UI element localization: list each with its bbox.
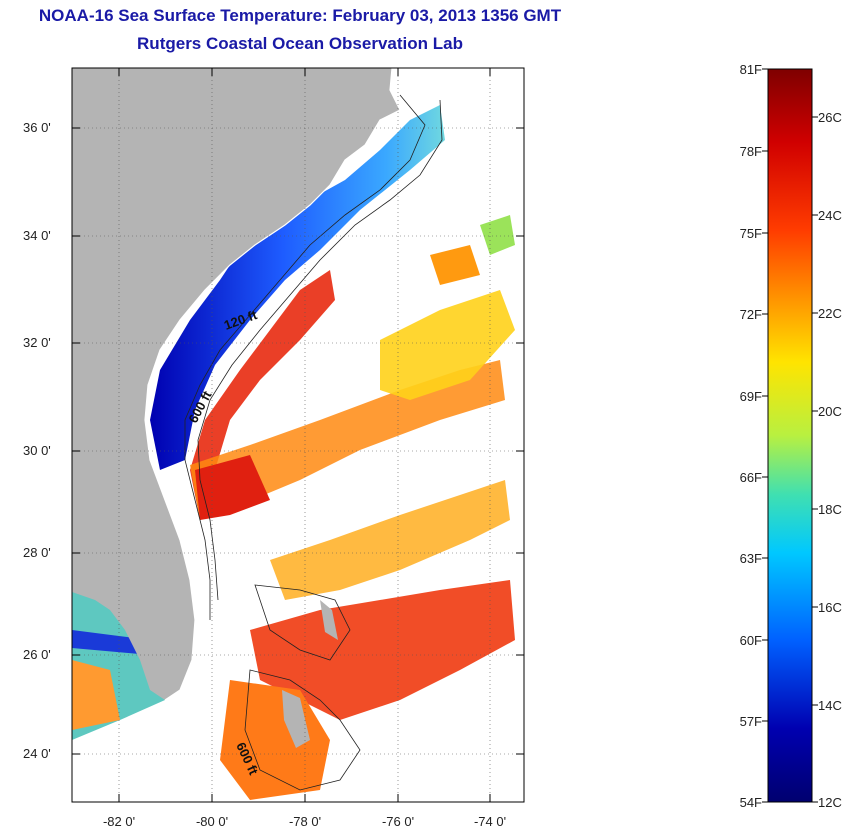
colorbar-f-label: 75F — [740, 226, 762, 241]
lat-label-30: 30 0' — [23, 443, 51, 458]
bahamas-contour — [254, 584, 351, 661]
lat-label-36: 36 0' — [23, 120, 51, 135]
green-patch-ne — [480, 215, 515, 255]
colorbar-f-label: 81F — [740, 62, 762, 77]
isobath-600ft — [197, 99, 443, 601]
map-frame — [71, 67, 525, 803]
map-subtitle: Rutgers Coastal Ocean Observation Lab — [137, 34, 463, 53]
axis-ticks — [72, 68, 524, 802]
land-mass — [72, 68, 400, 700]
warm-band-middle — [270, 480, 510, 600]
lat-label-26: 26 0' — [23, 647, 51, 662]
colorbar-gradient — [767, 68, 813, 803]
bahamas-island-small — [320, 600, 338, 640]
colorbar-c-label: 20C — [818, 404, 842, 419]
colorbar-c-label: 18C — [818, 502, 842, 517]
bahamas-contour-south — [244, 669, 361, 791]
colorbar-c-label: 16C — [818, 600, 842, 615]
colorbar-ticks — [762, 68, 818, 803]
gulf-blue-strip — [72, 630, 150, 655]
colorbar-c-label: 14C — [818, 698, 842, 713]
colorbar-f-label: 69F — [740, 389, 762, 404]
colorbar-c-label: 22C — [818, 306, 842, 321]
lat-label-34: 34 0' — [23, 228, 51, 243]
isobath-120ft — [184, 94, 426, 620]
gulf-stream-core — [190, 270, 335, 520]
colorbar-f-label: 54F — [740, 795, 762, 810]
colorbar: 81F 78F 75F 72F 69F 66F 63F 60F 57F 54F … — [740, 62, 842, 810]
map-panel: 120 ft 600 ft 600 ft 36 0' 34 0' 32 0' 3… — [23, 67, 525, 829]
colorbar-f-label: 72F — [740, 307, 762, 322]
gulf-orange-water — [72, 660, 120, 730]
bahamas-island — [282, 690, 310, 748]
colorbar-c-label: 12C — [818, 795, 842, 810]
yellow-patch-ne — [380, 290, 515, 400]
lon-label-80: -80 0' — [196, 814, 228, 829]
map-title: NOAA-16 Sea Surface Temperature: Februar… — [38, 6, 562, 25]
colorbar-f-label: 63F — [740, 551, 762, 566]
orange-patch-ne — [430, 245, 480, 285]
colorbar-f-label: 60F — [740, 633, 762, 648]
lat-label-24: 24 0' — [23, 746, 51, 761]
lat-label-28: 28 0' — [23, 545, 51, 560]
colorbar-f-label: 66F — [740, 470, 762, 485]
lon-label-78: -78 0' — [289, 814, 321, 829]
lat-label-32: 32 0' — [23, 335, 51, 350]
colorbar-f-label: 78F — [740, 144, 762, 159]
colorbar-c-label: 26C — [818, 110, 842, 125]
coastline — [144, 67, 401, 701]
lon-label-74: -74 0' — [474, 814, 506, 829]
colorbar-f-label: 57F — [740, 714, 762, 729]
warm-band-red — [195, 455, 270, 520]
lon-label-82: -82 0' — [103, 814, 135, 829]
lon-label-76: -76 0' — [382, 814, 414, 829]
grid-lines — [72, 68, 524, 802]
warm-band-north — [190, 360, 505, 520]
colorbar-c-label: 24C — [818, 208, 842, 223]
warm-band-south — [250, 580, 515, 720]
